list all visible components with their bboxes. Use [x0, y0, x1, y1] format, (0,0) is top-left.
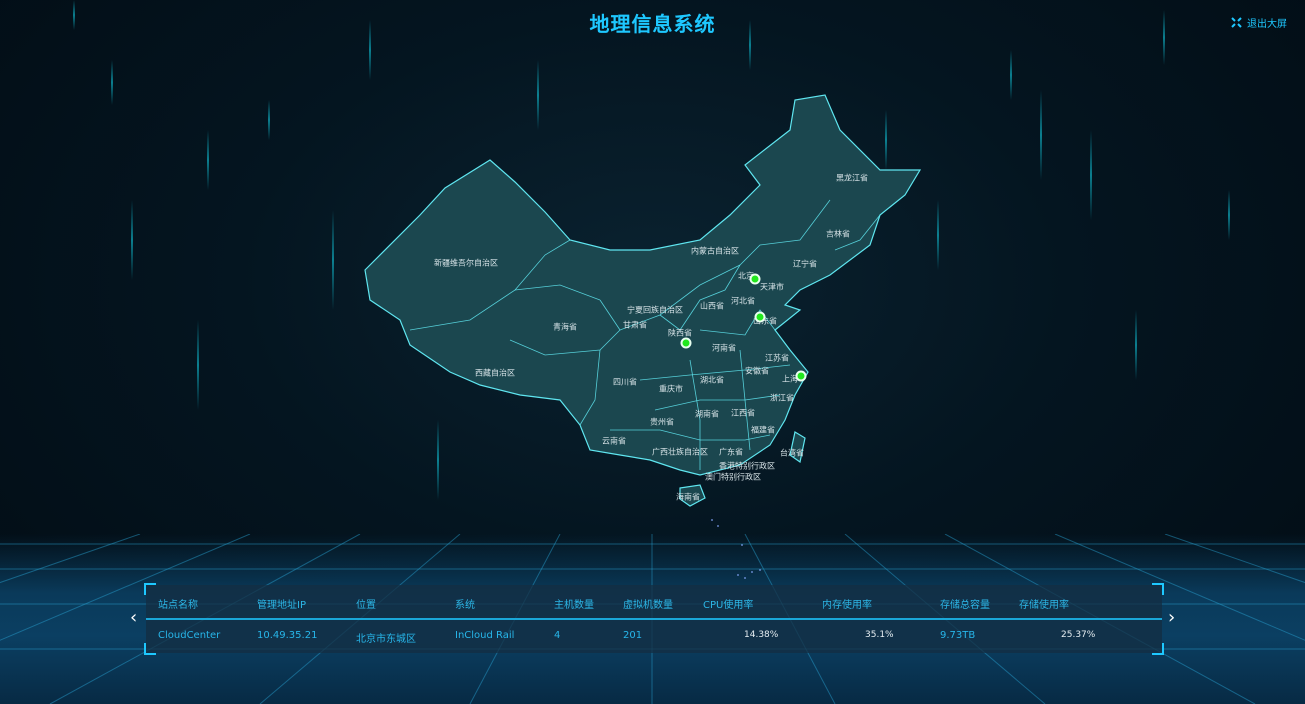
province-label: 重庆市: [659, 384, 683, 394]
province-label: 广东省: [719, 447, 743, 457]
province-label: 河北省: [731, 296, 755, 306]
corner-decoration: [144, 643, 156, 655]
rain-streak: [937, 200, 939, 270]
cell-ip: 10.49.35.21: [257, 630, 318, 641]
province-label: 湖南省: [695, 409, 719, 419]
col-header: 存储总容量: [940, 600, 990, 611]
rain-streak: [749, 20, 751, 70]
col-header: 内存使用率: [822, 600, 872, 611]
hainan-island: [679, 484, 706, 507]
province-label: 湖北省: [700, 375, 724, 385]
page-title: 地理信息系统: [589, 12, 716, 36]
province-label: 四川省: [613, 377, 637, 387]
province-label: 山东省: [753, 316, 777, 326]
province-label: 江西省: [731, 408, 755, 418]
rain-streak: [1228, 190, 1230, 240]
site-marker-beijing[interactable]: [749, 273, 761, 285]
rain-streak: [437, 420, 439, 500]
header-divider: [146, 618, 1162, 620]
cell-storage-total: 9.73TB: [940, 630, 976, 641]
province-label: 北京: [738, 271, 754, 281]
col-header: CPU使用率: [703, 600, 754, 611]
rain-streak: [197, 320, 199, 410]
province-label: 甘肃省: [623, 320, 647, 330]
col-header: 管理地址IP: [257, 600, 306, 611]
site-marker-shandong[interactable]: [754, 311, 766, 323]
cell-cpu: 14.38%: [744, 630, 779, 640]
exit-fullscreen-button[interactable]: 退出大屏: [1231, 15, 1287, 30]
rain-streak: [207, 130, 209, 190]
corner-decoration: [1152, 643, 1164, 655]
province-label: 青海省: [553, 322, 577, 332]
cell-storage-usage: 25.37%: [1061, 630, 1096, 640]
rain-streak: [332, 210, 334, 310]
rain-streak: [268, 100, 270, 140]
cell-location: 北京市东城区: [356, 634, 416, 645]
exit-fullscreen-label: 退出大屏: [1247, 19, 1287, 30]
province-label: 云南省: [602, 436, 626, 446]
province-label: 内蒙古自治区: [691, 246, 739, 256]
province-label: 吉林省: [826, 229, 850, 239]
site-table: 站点名称 管理地址IP 位置 系统 主机数量 虚拟机数量 CPU使用率 内存使用…: [144, 583, 1164, 655]
prev-arrow-button[interactable]: ‹: [130, 607, 138, 628]
province-label: 浙江省: [770, 393, 794, 403]
province-label: 海南省: [676, 492, 700, 502]
col-header: 站点名称: [158, 600, 198, 611]
corner-decoration: [144, 583, 156, 595]
cell-site-name: CloudCenter: [158, 630, 221, 641]
province-label: 安徽省: [745, 366, 769, 376]
province-label: 贵州省: [650, 417, 674, 427]
province-label: 西藏自治区: [475, 368, 515, 378]
province-label: 台湾省: [780, 448, 804, 458]
cell-vms: 201: [623, 630, 643, 641]
rain-streak: [111, 60, 113, 105]
rain-streak: [1040, 90, 1042, 180]
rain-streak: [885, 110, 887, 170]
col-header: 存储使用率: [1019, 600, 1069, 611]
rain-streak: [131, 200, 133, 280]
rain-streak: [537, 60, 539, 130]
site-marker-shanghai[interactable]: [795, 370, 807, 382]
province-label: 香港特别行政区: [719, 461, 775, 471]
province-label: 黑龙江省: [836, 173, 868, 183]
province-label: 天津市: [760, 282, 784, 292]
rain-streak: [369, 20, 371, 80]
col-header: 主机数量: [554, 600, 594, 611]
province-label: 河南省: [712, 343, 736, 353]
province-label: 澳门特别行政区: [705, 472, 761, 482]
province-label: 辽宁省: [793, 259, 817, 269]
province-label: 新疆维吾尔自治区: [434, 258, 498, 268]
rain-streak: [1090, 130, 1092, 220]
site-marker-shaanxi[interactable]: [680, 337, 692, 349]
rain-streak: [1010, 50, 1012, 100]
corner-decoration: [1152, 583, 1164, 595]
col-header: 虚拟机数量: [623, 600, 673, 611]
province-label: 福建省: [751, 425, 775, 435]
province-label: 陕西省: [668, 328, 692, 338]
china-outline: [364, 94, 922, 476]
col-header: 系统: [455, 600, 475, 611]
col-header: 位置: [356, 600, 376, 611]
province-label: 江苏省: [765, 353, 789, 363]
cell-system: InCloud Rail: [455, 630, 515, 641]
shrink-icon: [1231, 17, 1242, 28]
rain-streak: [73, 0, 75, 30]
province-label: 广西壮族自治区: [652, 447, 708, 457]
rain-streak: [1135, 310, 1137, 380]
next-arrow-button[interactable]: ›: [1168, 607, 1176, 628]
cell-memory: 35.1%: [865, 630, 894, 640]
province-label: 宁夏回族自治区: [627, 305, 683, 315]
province-label: 上海: [782, 374, 798, 384]
cell-hosts: 4: [554, 630, 561, 641]
province-label: 山西省: [700, 301, 724, 311]
taiwan-island: [789, 431, 806, 464]
rain-streak: [1163, 10, 1165, 65]
